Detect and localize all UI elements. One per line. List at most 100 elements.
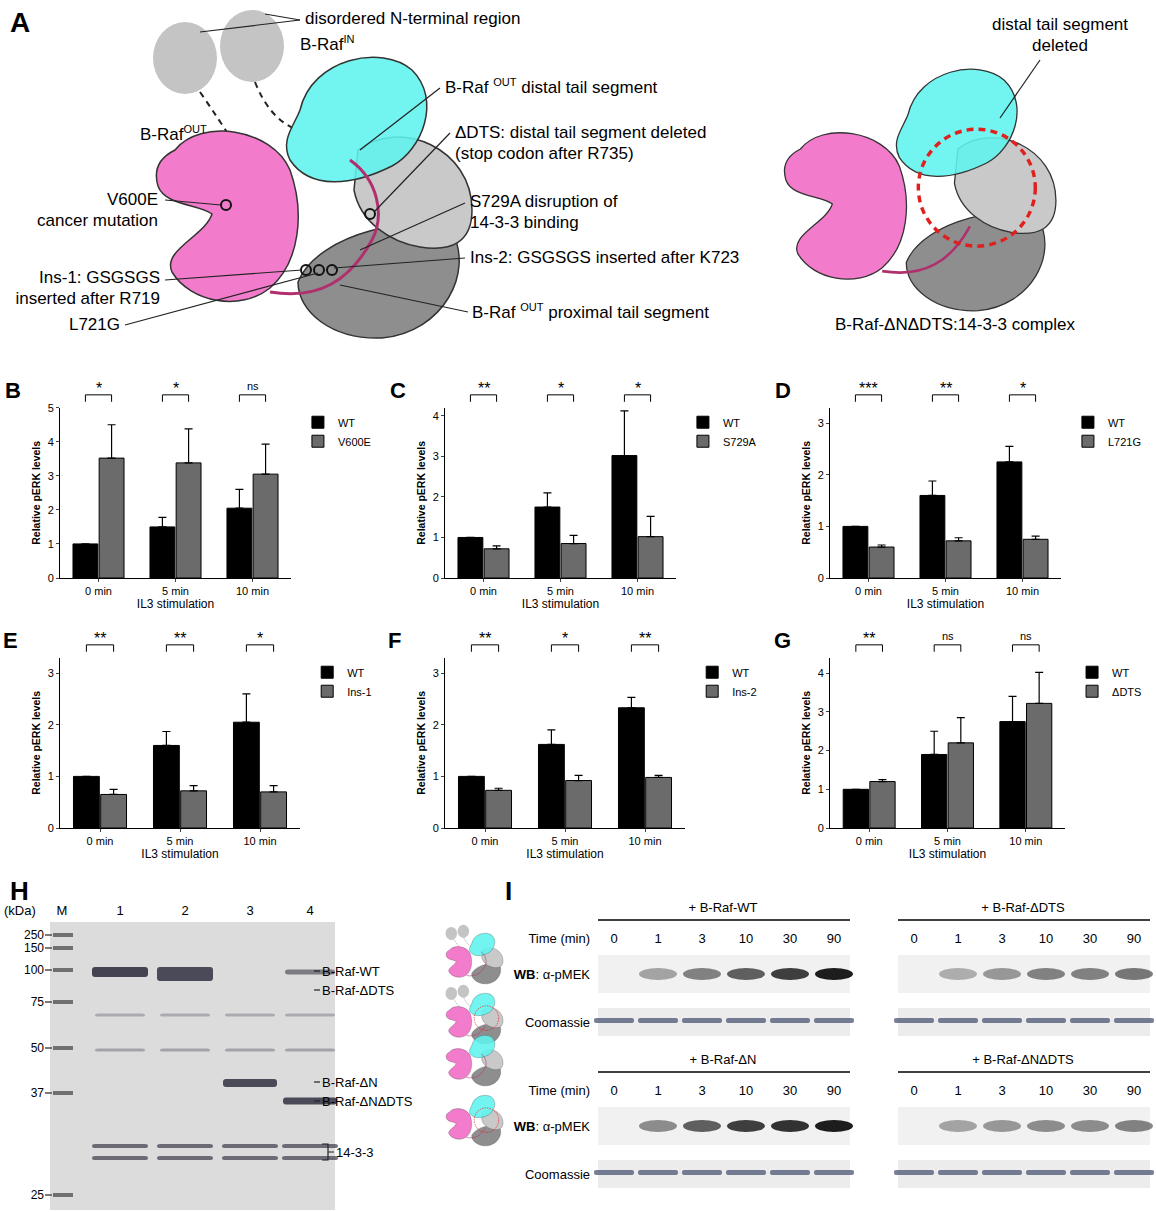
svg-text:0 min: 0 min: [470, 585, 497, 597]
svg-text:10: 10: [1039, 931, 1053, 946]
svg-text:10 min: 10 min: [621, 585, 654, 597]
svg-text:E: E: [3, 628, 18, 653]
svg-text:3: 3: [48, 667, 54, 679]
svg-text:4: 4: [306, 903, 313, 918]
svg-text:B-RafIN: B-RafIN: [300, 33, 355, 54]
svg-text:1: 1: [48, 770, 54, 782]
svg-text:ns: ns: [1020, 630, 1032, 642]
svg-text:3: 3: [433, 667, 439, 679]
svg-text:3: 3: [246, 903, 253, 918]
svg-text:10 min: 10 min: [243, 835, 276, 847]
svg-text:5 min: 5 min: [167, 835, 194, 847]
svg-text:*: *: [173, 380, 179, 397]
svg-text:0: 0: [433, 822, 439, 834]
svg-text:D: D: [775, 378, 791, 403]
svg-text:0: 0: [818, 822, 824, 834]
svg-text:B-Raf-ΔN: B-Raf-ΔN: [322, 1075, 378, 1090]
svg-text:0 min: 0 min: [855, 585, 882, 597]
svg-text:4: 4: [48, 436, 54, 448]
svg-text:WT: WT: [347, 667, 364, 679]
svg-text:14-3-3: 14-3-3: [336, 1145, 374, 1160]
svg-text:0 min: 0 min: [87, 835, 114, 847]
svg-text:Relative pERK levels: Relative pERK levels: [800, 691, 812, 795]
svg-text:H: H: [10, 876, 29, 906]
svg-text:+ B-Raf-ΔN: + B-Raf-ΔN: [690, 1052, 757, 1067]
svg-text:V600Ecancer mutation: V600Ecancer mutation: [37, 190, 158, 230]
svg-text:*: *: [562, 630, 568, 647]
svg-text:1: 1: [654, 1083, 661, 1098]
svg-text:G: G: [774, 628, 791, 653]
svg-text:3: 3: [48, 470, 54, 482]
svg-text:I: I: [505, 876, 512, 906]
svg-text:3: 3: [698, 1083, 705, 1098]
svg-text:2: 2: [818, 744, 824, 756]
svg-text:100: 100: [24, 963, 44, 977]
svg-text:**: **: [94, 630, 106, 647]
svg-text:IL3 stimulation: IL3 stimulation: [909, 847, 986, 861]
svg-text:IL3 stimulation: IL3 stimulation: [526, 847, 603, 861]
svg-text:B-Raf OUT proximal tail segmen: B-Raf OUT proximal tail segment: [472, 301, 709, 322]
svg-text:250: 250: [24, 928, 44, 942]
svg-text:disordered N-terminal region: disordered N-terminal region: [305, 9, 520, 28]
svg-text:ns: ns: [942, 630, 954, 642]
svg-text:distal tail segmentdeleted: distal tail segmentdeleted: [992, 15, 1128, 55]
svg-text:+ B-Raf-ΔDTS: + B-Raf-ΔDTS: [981, 900, 1065, 915]
svg-text:1: 1: [954, 931, 961, 946]
svg-text:Time (min): Time (min): [528, 1083, 590, 1098]
svg-text:Ins-2: GSGSGS inserted after K: Ins-2: GSGSGS inserted after K723: [470, 248, 739, 267]
svg-text:10: 10: [1039, 1083, 1053, 1098]
svg-text:L721G: L721G: [69, 315, 120, 334]
svg-text:B-Raf OUT distal tail segment: B-Raf OUT distal tail segment: [445, 76, 658, 97]
svg-text:C: C: [390, 378, 406, 403]
svg-text:50: 50: [31, 1041, 45, 1055]
svg-text:*: *: [1020, 380, 1026, 397]
svg-text:Relative pERK levels: Relative pERK levels: [415, 691, 427, 795]
svg-text:75: 75: [31, 995, 45, 1009]
svg-text:0: 0: [818, 572, 824, 584]
svg-text:150: 150: [24, 941, 44, 955]
svg-text:Relative pERK levels: Relative pERK levels: [800, 441, 812, 545]
svg-text:*: *: [558, 380, 564, 397]
svg-text:3: 3: [698, 931, 705, 946]
svg-text:V600E: V600E: [338, 436, 371, 448]
svg-text:**: **: [639, 630, 651, 647]
svg-text:**: **: [174, 630, 186, 647]
svg-text:IL3 stimulation: IL3 stimulation: [907, 597, 984, 611]
svg-text:***: ***: [859, 380, 878, 397]
svg-text:**: **: [940, 380, 952, 397]
svg-text:1: 1: [116, 903, 123, 918]
svg-text:F: F: [388, 628, 401, 653]
svg-text:**: **: [478, 380, 490, 397]
svg-text:1: 1: [654, 931, 661, 946]
svg-text:(kDa): (kDa): [4, 903, 36, 918]
svg-text:ΔDTS: ΔDTS: [1112, 686, 1141, 698]
svg-text:Coomassie: Coomassie: [525, 1167, 590, 1182]
svg-text:0: 0: [48, 572, 54, 584]
svg-text:10: 10: [739, 931, 753, 946]
svg-text:1: 1: [818, 783, 824, 795]
svg-text:90: 90: [827, 931, 841, 946]
svg-text:Relative pERK levels: Relative pERK levels: [30, 691, 42, 795]
svg-text:Ins-1: Ins-1: [347, 686, 371, 698]
svg-text:3: 3: [998, 1083, 1005, 1098]
svg-text:5 min: 5 min: [547, 585, 574, 597]
svg-text:*: *: [96, 380, 102, 397]
svg-text:Ins-1: GSGSGSinserted after R7: Ins-1: GSGSGSinserted after R719: [15, 268, 160, 308]
svg-text:WT: WT: [732, 667, 749, 679]
svg-text:25: 25: [31, 1188, 45, 1202]
svg-text:0 min: 0 min: [856, 835, 883, 847]
svg-text:IL3 stimulation: IL3 stimulation: [141, 847, 218, 861]
svg-text:5 min: 5 min: [162, 585, 189, 597]
svg-text:37: 37: [31, 1086, 45, 1100]
svg-text:Relative pERK levels: Relative pERK levels: [30, 441, 42, 545]
svg-text:0: 0: [910, 931, 917, 946]
svg-text:90: 90: [827, 1083, 841, 1098]
svg-text:1: 1: [48, 538, 54, 550]
svg-text:M: M: [57, 903, 68, 918]
svg-text:2: 2: [181, 903, 188, 918]
svg-text:*: *: [635, 380, 641, 397]
svg-text:2: 2: [48, 719, 54, 731]
svg-text:2: 2: [433, 719, 439, 731]
svg-text:0 min: 0 min: [472, 835, 499, 847]
svg-text:5 min: 5 min: [552, 835, 579, 847]
